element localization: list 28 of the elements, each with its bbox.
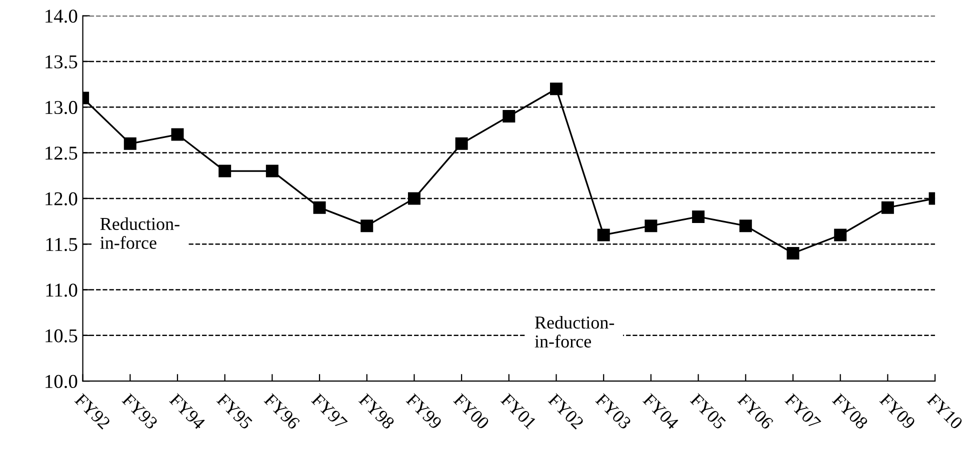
point <box>692 210 705 223</box>
point <box>218 164 232 178</box>
point <box>881 201 894 214</box>
y-tick-label: 13.0 <box>46 100 78 114</box>
point <box>455 137 468 150</box>
point <box>786 246 800 260</box>
point <box>360 220 374 232</box>
y-tick-label: 11.5 <box>46 238 78 252</box>
y-tick-label: 14.0 <box>46 10 78 23</box>
y-tick-label: 10.0 <box>46 374 78 388</box>
point <box>644 220 658 232</box>
annotation: Reduction- in-force <box>100 217 180 249</box>
point <box>313 201 326 214</box>
point <box>502 110 516 122</box>
point <box>834 228 847 242</box>
point <box>550 82 563 96</box>
y-tick-label: 13.5 <box>46 55 78 68</box>
point <box>124 137 136 150</box>
point <box>408 192 420 205</box>
y-tick-label: 12.5 <box>46 146 78 160</box>
y-tick-label: 11.0 <box>46 284 78 297</box>
point <box>171 128 184 141</box>
annotation: Reduction- in-force <box>534 316 614 348</box>
point <box>266 164 278 178</box>
y-tick-label: 10.5 <box>46 329 78 342</box>
y-tick-label: 12.0 <box>46 192 78 206</box>
point <box>739 220 752 232</box>
point <box>597 228 610 242</box>
